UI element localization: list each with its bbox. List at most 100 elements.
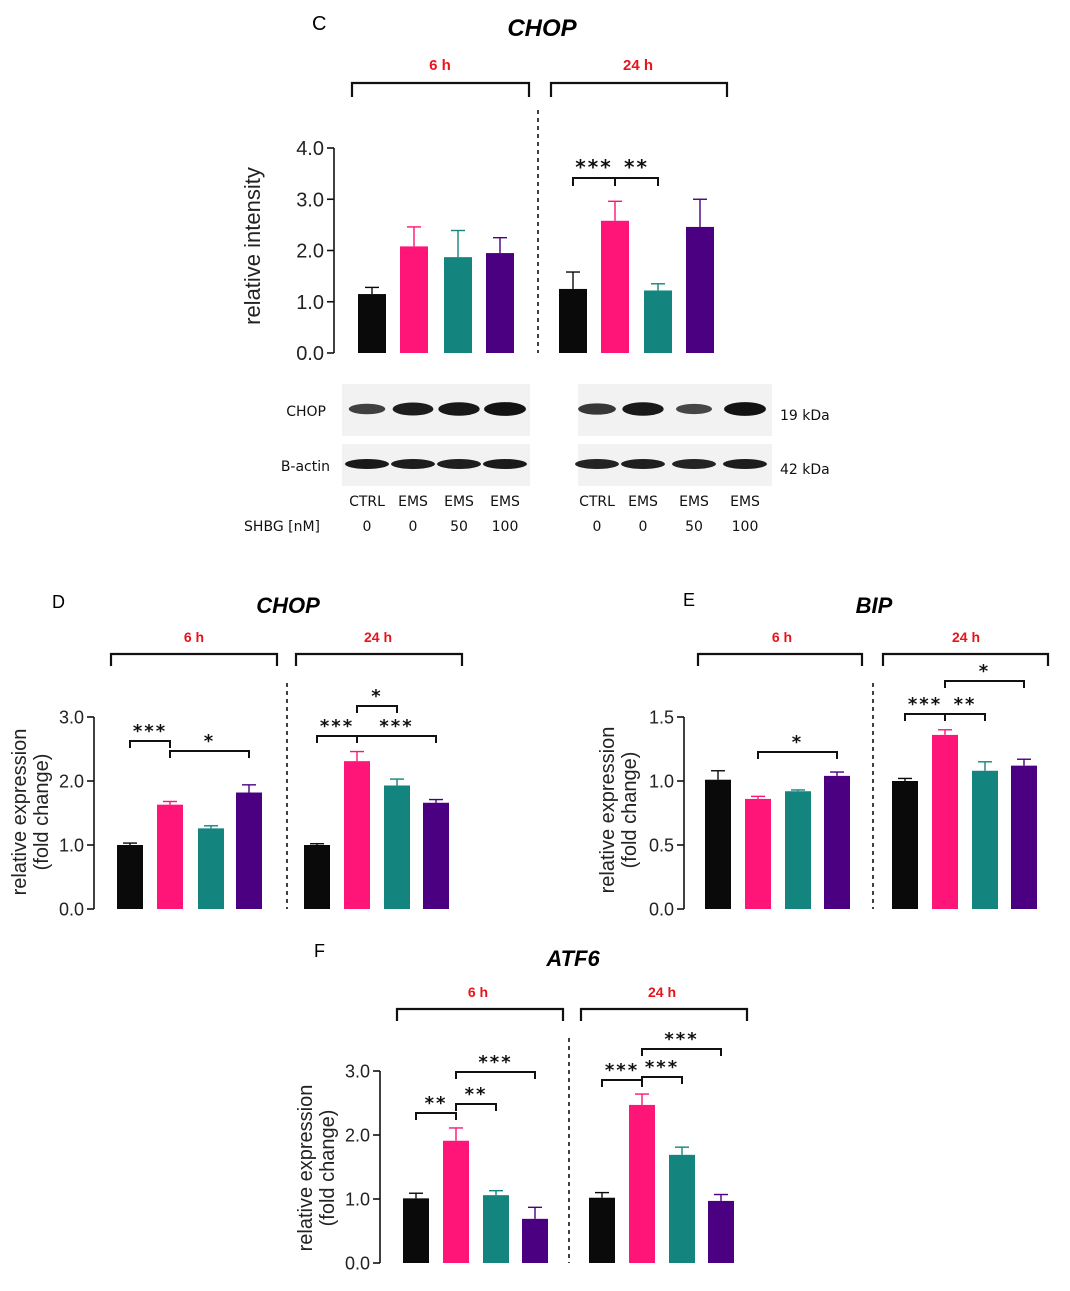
y-tick-label: 0.0 xyxy=(59,899,84,919)
significance-bracket: * xyxy=(169,731,250,758)
blot-band xyxy=(483,459,527,469)
lane-shbg-label: 0 xyxy=(409,519,418,535)
significance-line xyxy=(614,177,659,186)
time-bracket: 24 h xyxy=(881,629,1050,666)
significance-label: *** xyxy=(575,155,612,179)
bar xyxy=(483,1195,509,1263)
time-bracket-line xyxy=(350,81,531,97)
blot-band xyxy=(723,459,767,469)
blot-band xyxy=(391,459,435,469)
significance-bracket: ** xyxy=(944,694,986,721)
significance-label: *** xyxy=(478,1052,512,1073)
time-label: 24 h xyxy=(623,57,653,74)
significance-bracket: *** xyxy=(572,155,616,186)
lane-treatment-label: CTRL xyxy=(579,494,615,510)
time-bracket-line xyxy=(109,652,279,666)
significance-bracket: * xyxy=(757,732,838,759)
panel-letter-d: D xyxy=(52,592,65,612)
significance-line xyxy=(904,713,946,721)
bar xyxy=(486,253,514,353)
bar xyxy=(972,770,998,909)
significance-line xyxy=(356,705,398,713)
lane-shbg-label: 50 xyxy=(450,519,468,535)
panel-e-title: BIP xyxy=(856,593,893,618)
blot-band xyxy=(676,403,712,415)
blot-band xyxy=(622,402,664,416)
y-tick-label: 0.0 xyxy=(649,899,674,919)
bar xyxy=(705,779,731,909)
significance-bracket: ** xyxy=(614,155,659,186)
significance-line xyxy=(944,713,986,721)
blot-bands xyxy=(345,402,767,469)
significance-bracket: ** xyxy=(415,1093,457,1120)
bar xyxy=(785,791,811,909)
significance-label: *** xyxy=(605,1060,639,1081)
blot-band xyxy=(392,402,434,416)
bar xyxy=(444,257,472,353)
bar xyxy=(403,1198,429,1263)
lane-shbg-label: 100 xyxy=(732,519,759,535)
time-bracket: 24 h xyxy=(549,57,729,97)
panel-f-ylabel-line1: relative expression xyxy=(295,1085,317,1252)
bar xyxy=(198,828,224,909)
significance-bracket: ** xyxy=(455,1084,497,1111)
panel-letter-f: F xyxy=(314,941,325,961)
panel-c-title: CHOP xyxy=(507,15,577,42)
significance-label: * xyxy=(792,732,803,753)
y-tick-label: 0.0 xyxy=(296,343,324,365)
lane-shbg-label: 0 xyxy=(593,519,602,535)
time-label: 24 h xyxy=(648,984,676,1000)
significance-bracket: *** xyxy=(356,716,437,743)
significance-label: ** xyxy=(465,1084,488,1105)
blot-band xyxy=(575,459,619,469)
significance-label: *** xyxy=(133,721,167,742)
significance-line xyxy=(455,1103,497,1111)
lane-treatment-label: EMS xyxy=(628,494,658,510)
bar xyxy=(601,220,629,353)
lane-treatment-label: CTRL xyxy=(349,494,385,510)
y-tick-label: 3.0 xyxy=(296,189,324,211)
bar xyxy=(443,1140,469,1263)
significance-line xyxy=(572,177,616,186)
y-tick-label: 3.0 xyxy=(59,707,84,727)
chart-c: 0.01.02.03.04.06 h 24 h*** ** xyxy=(296,57,729,365)
blot-band xyxy=(438,402,480,416)
blot-band xyxy=(437,459,481,469)
significance-label: * xyxy=(371,686,382,707)
bar xyxy=(824,775,850,909)
time-bracket-line xyxy=(696,652,864,666)
time-bracket-line xyxy=(579,1007,749,1021)
significance-bracket: *** xyxy=(641,1057,683,1084)
significance-bracket: *** xyxy=(904,694,946,721)
bar xyxy=(708,1200,734,1263)
time-label: 6 h xyxy=(772,629,792,645)
panel-c-ylabel: relative intensity xyxy=(240,167,265,325)
bar xyxy=(1011,765,1037,909)
bar xyxy=(559,288,587,353)
time-label: 24 h xyxy=(364,629,392,645)
blot-band xyxy=(348,403,386,415)
bar xyxy=(236,792,262,909)
lane-treatment-label: EMS xyxy=(490,494,520,510)
panel-d-ylabel-line1: relative expression xyxy=(9,729,31,896)
significance-line xyxy=(415,1112,457,1120)
bar xyxy=(384,785,410,909)
lane-treatment-label: EMS xyxy=(730,494,760,510)
lane-shbg-label: 50 xyxy=(685,519,703,535)
blot-band xyxy=(578,403,616,415)
significance-bracket: *** xyxy=(129,721,171,748)
bar xyxy=(400,246,428,353)
y-tick-label: 1.0 xyxy=(59,835,84,855)
lane-treatment-label: EMS xyxy=(679,494,709,510)
time-label: 6 h xyxy=(184,629,204,645)
significance-line xyxy=(169,750,250,758)
blot-band xyxy=(345,459,389,469)
time-bracket-line xyxy=(294,652,464,666)
significance-label: ** xyxy=(624,155,649,179)
shbg-label: SHBG [nM] xyxy=(244,519,320,535)
time-label: 6 h xyxy=(429,57,451,74)
panel-f: F ATF6 relative expression (fold change) xyxy=(295,941,600,1251)
time-bracket: 6 h xyxy=(350,57,531,97)
blot-size-actin: 42 kDa xyxy=(780,462,830,478)
